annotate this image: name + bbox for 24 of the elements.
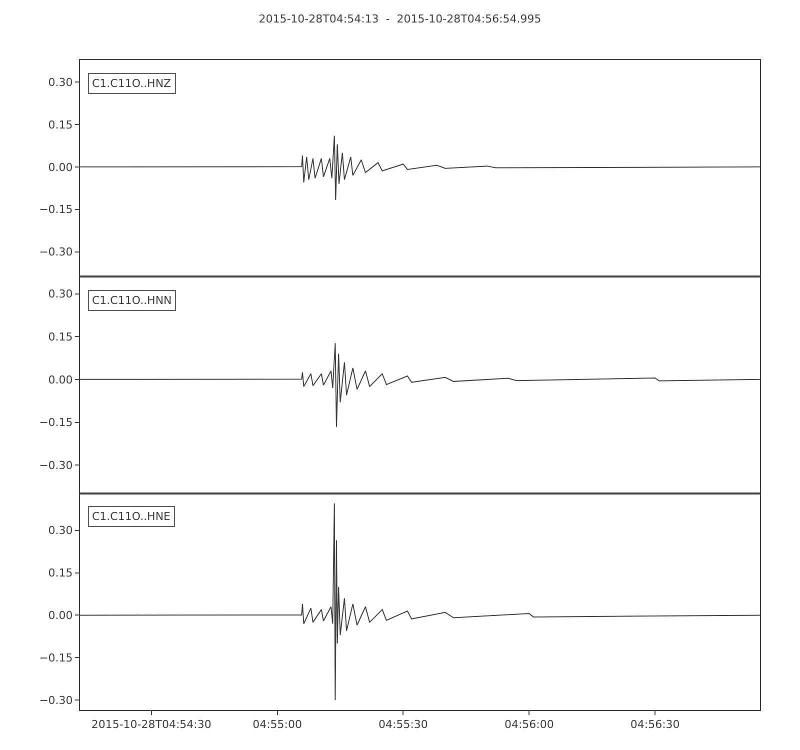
x-tick-label: 04:56:00 bbox=[504, 718, 554, 732]
y-tick-label: −0.30 bbox=[39, 694, 73, 707]
y-tick-label: 0.15 bbox=[48, 330, 73, 344]
y-tick-label: 0.30 bbox=[48, 288, 73, 301]
annotation: C1.C11O..HNN bbox=[92, 294, 172, 307]
x-tick-label: 2015-10-28T04:54:30 bbox=[91, 718, 212, 732]
y-tick-label: −0.30 bbox=[39, 246, 73, 259]
annotation: C1.C11O..HNZ bbox=[92, 77, 172, 90]
annotation: C1.C11O..HNE bbox=[92, 510, 171, 523]
y-tick-label: −0.15 bbox=[39, 652, 73, 665]
y-tick-label: 0.15 bbox=[48, 566, 73, 580]
y-tick-label: −0.30 bbox=[39, 458, 73, 472]
y-tick-label: 0.15 bbox=[48, 118, 73, 132]
x-tick-label: 04:55:00 bbox=[252, 718, 302, 732]
x-tick-label: 04:56:30 bbox=[630, 718, 680, 732]
x-tick-label: 04:55:30 bbox=[378, 718, 428, 732]
y-tick-label: 0.30 bbox=[48, 76, 73, 89]
chart-title: 2015-10-28T04:54:13 - 2015-10-28T04:56:54.995 bbox=[258, 12, 542, 26]
y-tick-label: 0.00 bbox=[48, 609, 73, 622]
y-tick-label: −0.15 bbox=[39, 203, 73, 216]
y-tick-label: 0.30 bbox=[48, 524, 73, 538]
y-tick-label: 0.00 bbox=[48, 160, 73, 174]
y-tick-label: 0.00 bbox=[48, 373, 73, 386]
y-tick-label: −0.15 bbox=[39, 416, 73, 430]
